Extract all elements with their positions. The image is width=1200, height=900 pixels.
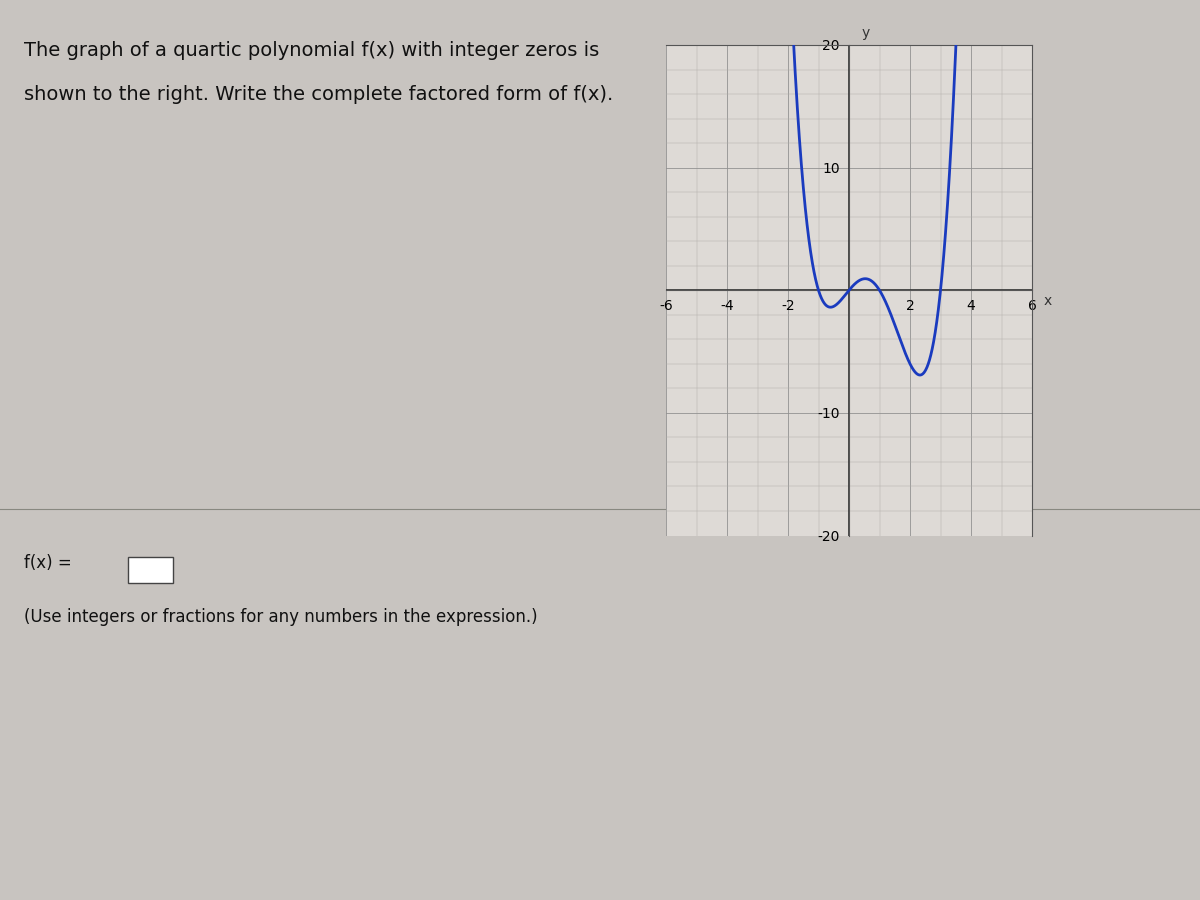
Text: y: y: [862, 26, 870, 40]
Text: x: x: [1043, 294, 1051, 308]
Text: The graph of a quartic polynomial f(x) with integer zeros is: The graph of a quartic polynomial f(x) w…: [24, 40, 599, 59]
Text: (Use integers or fractions for any numbers in the expression.): (Use integers or fractions for any numbe…: [24, 608, 538, 625]
FancyBboxPatch shape: [128, 557, 173, 583]
Text: shown to the right. Write the complete factored form of f(x).: shown to the right. Write the complete f…: [24, 86, 613, 104]
Text: f(x) =: f(x) =: [24, 554, 77, 572]
